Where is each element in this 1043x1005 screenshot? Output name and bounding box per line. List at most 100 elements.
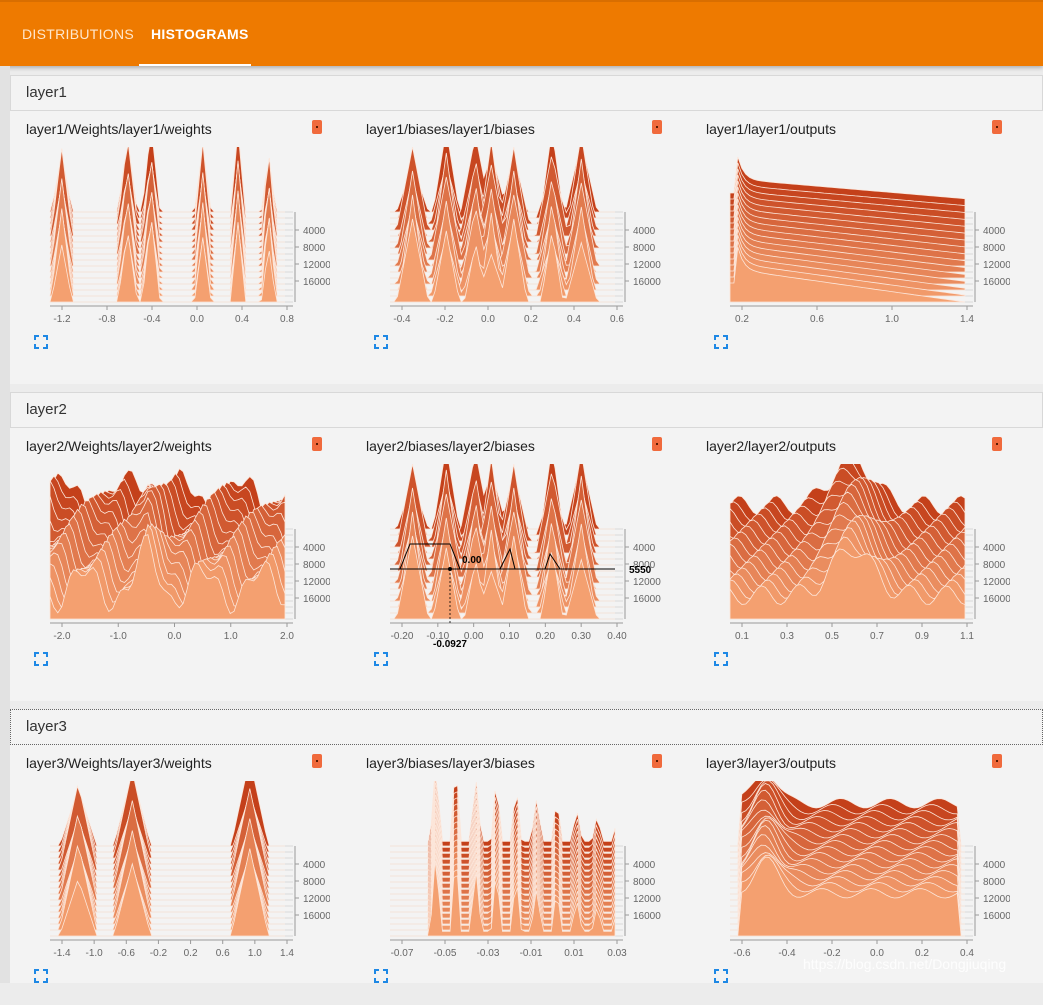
- card-menu-icon[interactable]: [312, 754, 322, 768]
- histogram-layer-14: [49, 523, 286, 614]
- expand-icon[interactable]: [34, 652, 48, 666]
- hover-step-value: 5550: [629, 565, 652, 576]
- x-tick-label: 0.0: [870, 948, 884, 959]
- histogram-card: layer3/layer3/outputs -0.6 -0.4 -0.2 0.0 0.2 0…: [690, 745, 1020, 1005]
- expand-icon[interactable]: [374, 652, 388, 666]
- x-tick-label: 0.0: [190, 314, 204, 325]
- y-tick-label: 16000: [303, 277, 330, 288]
- expand-icon[interactable]: [374, 335, 388, 349]
- histogram-chart[interactable]: -0.4 -0.2 0.0 0.2 0.4 0.6 4000 8000 12000 16000: [350, 147, 670, 332]
- watermark: https://blog.csdn.net/Dongjiuqing: [803, 956, 1007, 972]
- histogram-title: layer2/biases/layer2/biases: [366, 438, 535, 454]
- y-tick-label: 8000: [983, 243, 1006, 254]
- card-menu-icon[interactable]: [992, 120, 1002, 134]
- histogram-layer-15: [390, 535, 615, 620]
- y-tick-label: 8000: [983, 877, 1006, 888]
- x-tick-label: 0.0: [168, 631, 182, 642]
- x-tick-label: -0.01: [520, 948, 543, 959]
- histogram-card: layer3/Weights/layer3/weights -1.4 -1.0 -0.…: [10, 745, 340, 1005]
- x-tick-label: 0.1: [735, 631, 749, 642]
- card-menu-icon[interactable]: [652, 437, 662, 451]
- hover-curve: [399, 543, 561, 570]
- section-header-layer3[interactable]: layer3: [10, 709, 1043, 745]
- histogram-layer-15: [390, 860, 616, 937]
- x-tick-label: 0.2: [524, 314, 538, 325]
- histogram-title: layer1/layer1/outputs: [706, 121, 836, 137]
- y-tick-label: 12000: [303, 894, 330, 905]
- card-menu-icon[interactable]: [992, 437, 1002, 451]
- x-tick-label: -0.10: [426, 631, 449, 642]
- histogram-chart[interactable]: -0.6 -0.4 -0.2 0.0 0.2 0.4 4000 8000 12000 16000: [690, 781, 1010, 966]
- y-tick-label: 12000: [303, 577, 330, 588]
- histogram-layer-6: [49, 160, 285, 250]
- hover-x-value: -0.0927: [433, 639, 467, 649]
- histogram-layer-15: [729, 247, 966, 303]
- histogram-layers: [729, 156, 973, 303]
- y-tick-label: 16000: [303, 911, 330, 922]
- histogram-layer-15: [50, 848, 285, 937]
- histogram-layer-11: [49, 190, 285, 280]
- active-tab-indicator: [139, 64, 251, 66]
- card-menu-icon[interactable]: [652, 754, 662, 768]
- card-menu-icon[interactable]: [992, 754, 1002, 768]
- x-tick-label: 0.40: [607, 631, 627, 642]
- histogram-chart[interactable]: -0.20 -0.10 0.00 0.10 0.20 0.30 0.40 4000 8000 12…: [350, 464, 670, 649]
- x-tick-label: 1.4: [280, 948, 294, 959]
- expand-icon[interactable]: [714, 652, 728, 666]
- expand-icon[interactable]: [374, 969, 388, 983]
- histogram-chart[interactable]: -2.0 -1.0 0.0 1.0 2.0 4000 8000 12000 16000: [10, 464, 330, 649]
- card-menu-icon[interactable]: [312, 120, 322, 134]
- y-tick-label: 16000: [633, 911, 661, 922]
- x-tick-label: 1.0: [885, 314, 899, 325]
- histogram-card: layer1/biases/layer1/biases -0.4 -0.2 0.0 0.…: [350, 111, 680, 371]
- expand-icon[interactable]: [34, 969, 48, 983]
- x-tick-label: -1.2: [53, 314, 71, 325]
- y-tick-label: 12000: [983, 577, 1010, 588]
- histogram-chart[interactable]: -1.2 -0.8 -0.4 0.0 0.4 0.8 4000 8000 12000 16000: [10, 147, 330, 332]
- x-tick-label: 0.6: [610, 314, 624, 325]
- y-tick-label: 4000: [303, 226, 326, 237]
- section-header-layer1[interactable]: layer1: [10, 75, 1043, 111]
- y-tick-label: 4000: [633, 226, 656, 237]
- tab-histograms[interactable]: HISTOGRAMS: [151, 26, 249, 42]
- histogram-layer-15: [730, 856, 965, 937]
- tab-distributions[interactable]: DISTRIBUTIONS: [22, 26, 135, 42]
- x-tick-label: -0.05: [434, 948, 457, 959]
- x-tick-label: -0.03: [477, 948, 500, 959]
- x-tick-label: 0.4: [960, 948, 974, 959]
- x-tick-label: -0.6: [118, 948, 136, 959]
- x-tick-label: -0.20: [391, 631, 414, 642]
- histogram-chart[interactable]: 0.2 0.6 1.0 1.4 4000 8000 12000 16000: [690, 147, 1010, 332]
- x-tick-label: 0.4: [235, 314, 249, 325]
- y-tick-label: 16000: [983, 911, 1010, 922]
- x-tick-label: 0.3: [780, 631, 794, 642]
- histogram-layers: [390, 781, 623, 937]
- histogram-card: layer2/biases/layer2/biases -0.20 -0.10 0.0…: [350, 428, 680, 688]
- card-menu-icon[interactable]: [652, 120, 662, 134]
- y-tick-label: 12000: [303, 260, 330, 271]
- expand-icon[interactable]: [714, 335, 728, 349]
- histogram-chart[interactable]: -1.4 -1.0 -0.6 -0.2 0.2 0.6 1.0 1.4 4000 8000 1200…: [10, 781, 330, 966]
- x-tick-label: 0.10: [500, 631, 520, 642]
- x-tick-label: -0.6: [733, 948, 751, 959]
- y-tick-label: 4000: [983, 543, 1006, 554]
- expand-icon[interactable]: [714, 969, 728, 983]
- histogram-layers: [390, 147, 623, 303]
- histogram-title: layer1/Weights/layer1/weights: [26, 121, 212, 137]
- histogram-title: layer2/Weights/layer2/weights: [26, 438, 212, 454]
- x-tick-label: 1.0: [248, 948, 262, 959]
- y-tick-label: 16000: [633, 594, 661, 605]
- histogram-title: layer2/layer2/outputs: [706, 438, 836, 454]
- histogram-chart[interactable]: 0.1 0.3 0.5 0.7 0.9 1.1 4000 8000 12000 16000: [690, 464, 1010, 649]
- x-tick-label: -0.4: [393, 314, 411, 325]
- histogram-chart[interactable]: -0.07 -0.05 -0.03 -0.01 0.01 0.03 4000 8000 1200…: [350, 781, 670, 966]
- expand-icon[interactable]: [34, 335, 48, 349]
- histogram-title: layer3/biases/layer3/biases: [366, 755, 535, 771]
- card-menu-icon[interactable]: [312, 437, 322, 451]
- x-tick-label: 0.7: [870, 631, 884, 642]
- x-tick-label: 2.0: [280, 631, 294, 642]
- histogram-card: layer3/biases/layer3/biases -0.07 -0.05 -0.…: [350, 745, 680, 1005]
- x-tick-label: -0.2: [150, 948, 168, 959]
- section-header-layer2[interactable]: layer2: [10, 392, 1043, 428]
- x-tick-label: -0.4: [143, 314, 161, 325]
